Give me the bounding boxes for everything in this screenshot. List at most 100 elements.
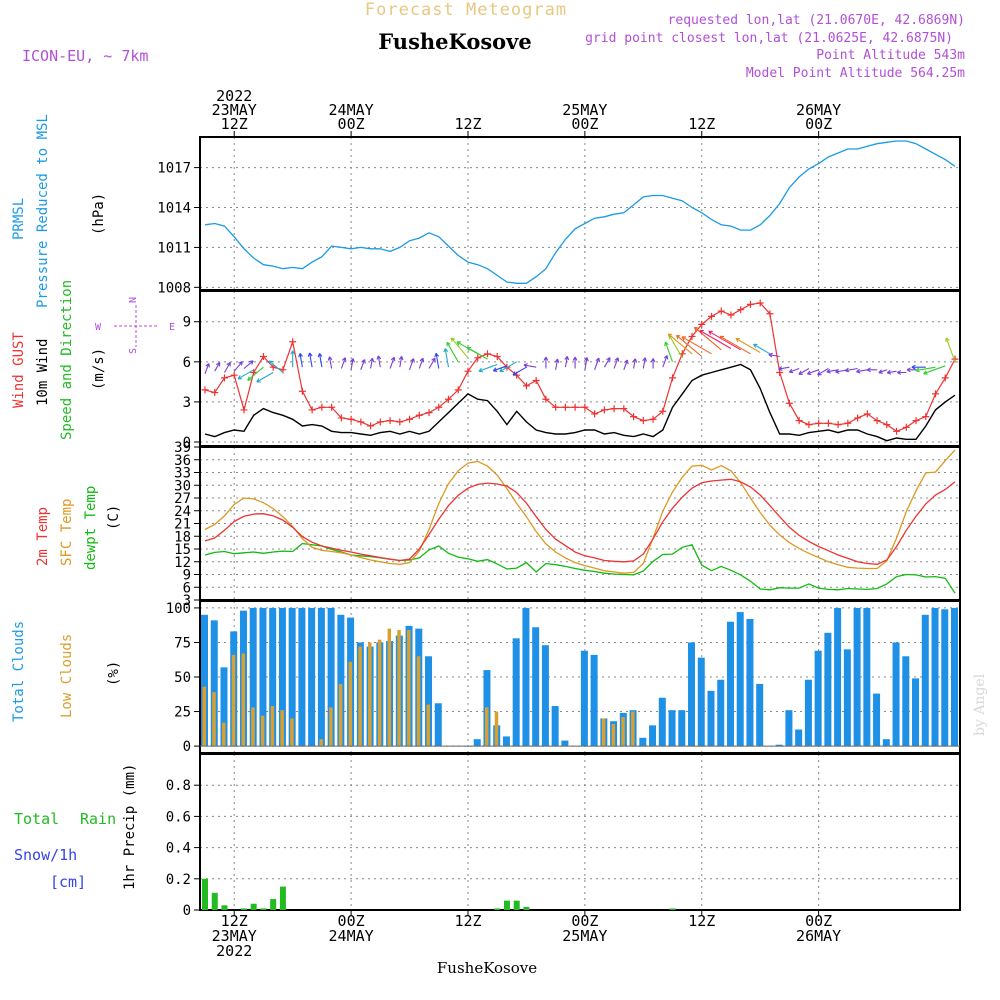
low-cloud-bar xyxy=(368,642,372,747)
clouds-tick-label: 0 xyxy=(183,739,191,755)
wind-direction-arrow xyxy=(443,348,450,368)
bottom-time-label: 00Z xyxy=(338,912,365,930)
wind-direction-arrow xyxy=(632,358,638,369)
gust-marker xyxy=(707,312,715,320)
bottom-time-label: 25MAY xyxy=(562,927,607,945)
wind-direction-arrow xyxy=(572,356,578,369)
gust-marker xyxy=(727,311,735,319)
wind-direction-arrow xyxy=(214,362,221,372)
temperature-tick-label: 3 xyxy=(183,593,191,609)
wind-labels: Wind GUST 10m Wind Speed and Direction (… xyxy=(11,280,107,440)
wind-direction-arrow xyxy=(428,357,436,369)
wind-direction-arrow xyxy=(662,354,669,368)
total-cloud-bar xyxy=(532,627,540,747)
wind-tick-label: 6 xyxy=(183,355,191,371)
gust-marker xyxy=(912,417,920,425)
wind-direction-arrow xyxy=(350,358,355,370)
total-cloud-bar xyxy=(327,607,335,747)
total-cloud-bar xyxy=(843,649,851,747)
wind-direction-arrow xyxy=(906,367,916,373)
total-cloud-bar xyxy=(473,739,481,747)
temperature-tick-label: 15 xyxy=(174,542,191,558)
model-name: ICON-EU, ~ 7km xyxy=(22,47,148,65)
wind-label-1: Wind GUST xyxy=(11,332,27,408)
temp-unit: (C) xyxy=(106,505,122,530)
rain-bar xyxy=(494,908,501,910)
top-time-label: 24MAY xyxy=(329,101,374,119)
total-cloud-bar xyxy=(658,697,666,747)
total-cloud-bar xyxy=(863,607,871,747)
wind-gust-line xyxy=(204,302,956,432)
wind-label-2: 10m Wind xyxy=(35,339,51,406)
gust-marker xyxy=(347,415,355,423)
total-cloud-bar xyxy=(697,657,705,747)
total-cloud-bar xyxy=(882,739,890,747)
wind-direction-arrow xyxy=(817,368,829,376)
precip-labels: Total Rain Snow/1h [cm] 1hr Precip (mm) xyxy=(14,764,138,891)
wind-tick-label: 9 xyxy=(183,315,191,331)
total-cloud-bar xyxy=(795,729,803,747)
pressure-label-1: PRMSL xyxy=(11,198,27,240)
gust-marker xyxy=(746,300,754,308)
wind-unit: (m/s) xyxy=(91,348,107,390)
footer-location: FusheKosove xyxy=(437,959,537,977)
top-time-label: 2022 xyxy=(216,87,252,105)
temperature-tick-label: 6 xyxy=(183,580,191,596)
total-cloud-bar xyxy=(288,607,296,747)
clouds-tick-label: 50 xyxy=(174,670,191,686)
wind-direction-arrow xyxy=(923,365,946,375)
bottom-time-label: 23MAY xyxy=(212,927,257,945)
chart-title: Forecast Meteogram xyxy=(365,0,567,20)
location-title: FusheKosove xyxy=(378,29,531,54)
gust-marker xyxy=(854,414,862,422)
cloud-label-1: Total Clouds xyxy=(11,621,27,722)
low-cloud-bar xyxy=(221,722,226,747)
low-cloud-bar xyxy=(601,718,606,747)
wind-direction-arrow xyxy=(735,337,761,353)
temperature-tick-label: 27 xyxy=(174,491,191,507)
wind-direction-arrow xyxy=(719,335,751,355)
top-time-label: 26MAY xyxy=(796,101,841,119)
rain-bar xyxy=(260,908,267,910)
total-cloud-bar xyxy=(580,650,588,747)
total-cloud-bar xyxy=(814,650,822,747)
gust-marker xyxy=(610,405,618,413)
wind-direction-arrow xyxy=(492,365,508,372)
wind-direction-arrow xyxy=(290,350,296,368)
wind-direction-arrow xyxy=(446,341,459,363)
gust-marker xyxy=(815,419,823,427)
gust-marker xyxy=(844,419,852,427)
compass-n: N xyxy=(128,297,139,303)
compass-s: S xyxy=(128,348,139,354)
cloud-unit: (%) xyxy=(106,661,122,686)
point-altitude: Point Altitude 543m xyxy=(816,48,965,63)
bottom-time-label: 12Z xyxy=(688,912,715,930)
low-cloud-bar xyxy=(621,717,625,747)
gust-marker xyxy=(893,427,901,435)
gust-marker xyxy=(766,310,774,318)
top-time-label: 25MAY xyxy=(562,101,607,119)
cloud-labels: Total Clouds Low Clouds (%) xyxy=(11,621,122,722)
total-cloud-bar xyxy=(590,654,598,747)
low-cloud-bar xyxy=(241,653,245,747)
gust-marker xyxy=(639,417,647,425)
rain-bar xyxy=(240,908,247,910)
temperature-tick-label: 21 xyxy=(174,517,191,533)
wind-direction-arrow xyxy=(450,337,469,359)
gust-marker xyxy=(367,422,375,430)
requested-location: requested lon,lat (21.0670E, 42.6869N) xyxy=(668,13,965,28)
bottom-time-label: 12Z xyxy=(454,912,481,930)
low-cloud-bar xyxy=(358,646,362,747)
temp-label-1: 2m Temp xyxy=(35,507,51,566)
wind-direction-arrow xyxy=(699,329,732,349)
rain-bar xyxy=(279,886,286,910)
total-cloud-bar xyxy=(931,607,939,747)
gust-marker xyxy=(941,374,949,382)
rain-bar xyxy=(523,906,530,910)
gust-marker xyxy=(698,320,706,328)
wind-direction-arrow xyxy=(247,366,264,381)
total-cloud-bar xyxy=(259,607,267,747)
temperature-tick-label: 36 xyxy=(174,453,191,469)
wind-direction-arrow xyxy=(398,355,404,368)
total-cloud-bar xyxy=(804,679,812,747)
